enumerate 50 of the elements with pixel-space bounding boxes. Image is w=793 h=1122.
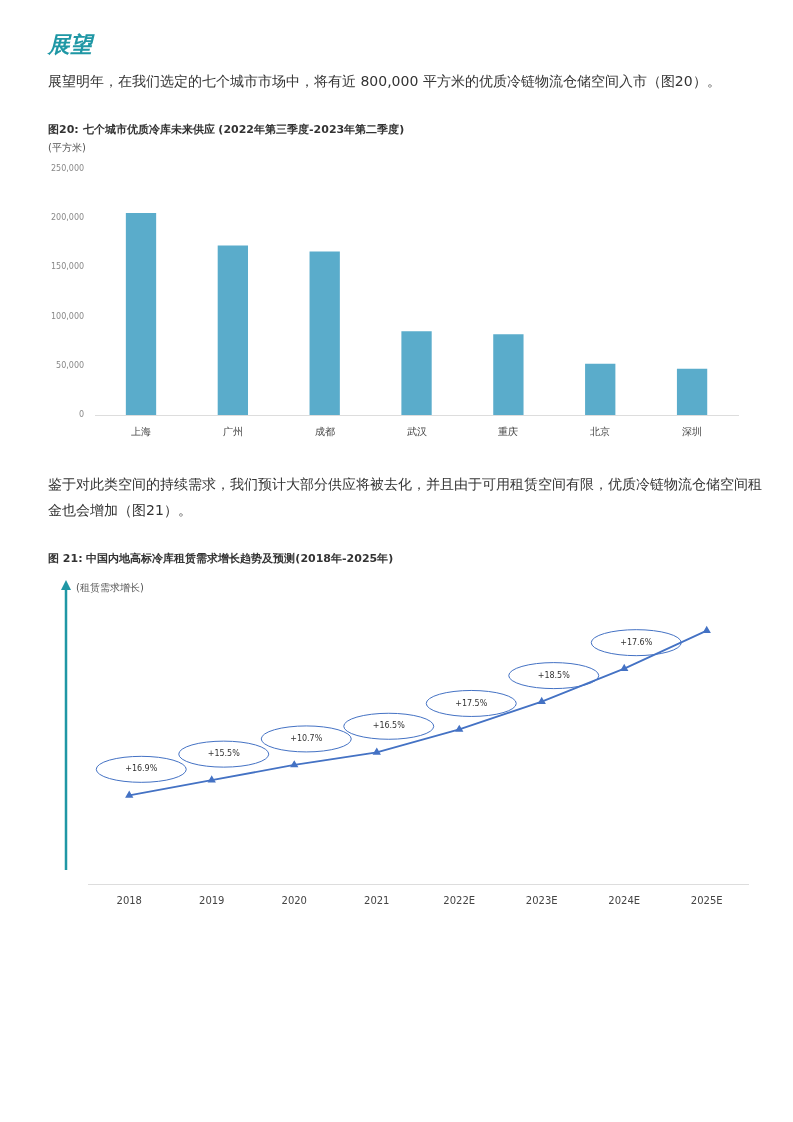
bar: [401, 331, 432, 415]
y-axis-title: (平方米): [48, 141, 87, 155]
x-tick-label: 2018: [116, 894, 142, 906]
y-tick-label: 0: [78, 410, 85, 420]
bar: [585, 363, 616, 415]
point: [125, 791, 133, 798]
annotation: +17.6%: [620, 637, 653, 647]
x-tick-label: 武汉: [406, 425, 427, 437]
y-tick-label: 150,000: [50, 262, 85, 272]
x-tick-label: 2024E: [608, 894, 641, 906]
x-tick-label: 重庆: [498, 425, 519, 437]
point: [455, 725, 463, 732]
x-tick-label: 深圳: [682, 425, 703, 437]
x-tick-label: 广州: [222, 425, 243, 437]
text: 展望: [48, 31, 96, 59]
annotation: +18.5%: [537, 670, 571, 680]
bar: [309, 251, 340, 415]
annotation: +10.7%: [290, 734, 323, 744]
bar: [217, 245, 249, 415]
text: 鉴于对此类空间的持续需求，我们预计大部分供应将被去化，并且由于可用租赁空间有限，优质冷链物流仓储空间租金也会增加（图21）。: [48, 475, 763, 520]
annotation: +16.5%: [372, 721, 406, 731]
point: [290, 761, 298, 768]
text: 展望明年，在我们选定的七个城市市场中，将有近 800,000 平方米的优质冷链物流仓储空间入市（图20）。: [48, 72, 722, 91]
bar: [676, 368, 708, 415]
y-tick-label: 250,000: [50, 163, 85, 173]
x-tick-label: 2023E: [525, 894, 558, 906]
y-tick-label: 50,000: [56, 360, 85, 370]
chart-title: 图 21: 中国内地高标冷库租赁需求增长趋势及预测(2018年-2025年): [48, 551, 395, 566]
x-tick-label: 2019: [199, 894, 225, 906]
x-tick-label: 成都: [314, 425, 335, 437]
bar: [125, 213, 157, 415]
y-tick-label: 200,000: [50, 213, 85, 223]
x-tick-label: 2021: [364, 894, 390, 906]
annotation: +15.5%: [207, 749, 241, 759]
point: [620, 664, 628, 672]
annotation: +16.9%: [125, 764, 158, 774]
x-tick-label: 北京: [590, 425, 611, 437]
y-axis-title: (租赁需求增长): [76, 581, 144, 593]
point: [538, 697, 546, 704]
point: [208, 776, 216, 783]
point: [703, 626, 711, 634]
x-tick-label: 2020: [281, 894, 307, 906]
x-tick-label: 上海: [131, 425, 151, 437]
y-tick-label: 100,000: [50, 311, 85, 321]
point: [373, 748, 381, 755]
bar: [493, 334, 524, 415]
x-tick-label: 2022E: [443, 894, 476, 906]
annotation: +17.5%: [455, 698, 488, 708]
chart-title: 图20: 七个城市优质冷库未来供应 (2022年第三季度-2023年第二季度): [48, 122, 406, 137]
x-tick-label: 2025E: [690, 894, 723, 906]
